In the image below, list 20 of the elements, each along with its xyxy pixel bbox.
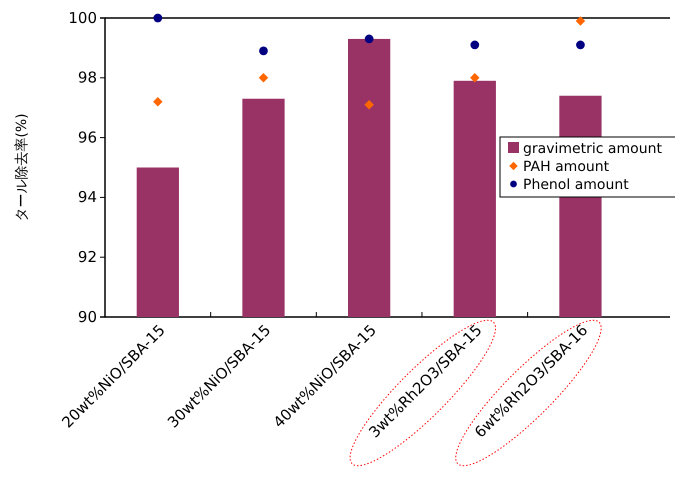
legend-label: PAH amount [523,159,610,175]
point [364,100,374,110]
legend-label: gravimetric amount [523,141,662,157]
y-tick-label: 96 [78,128,97,146]
point [259,46,268,56]
y-tick-label: 98 [78,68,97,87]
point [153,96,163,106]
y-tick-label: 92 [78,248,97,266]
y-tick-label: 100 [68,8,97,27]
point [364,34,374,44]
point [470,40,480,50]
y-tick-label: 94 [78,188,97,206]
point [576,16,586,26]
y-axis-title: タール除去率(%) [14,113,30,222]
point [576,40,585,50]
legend-label: Phenol amount [523,177,630,193]
point [470,73,480,83]
point [153,14,162,22]
y-tick-label: 90 [78,308,97,326]
point [258,73,268,83]
